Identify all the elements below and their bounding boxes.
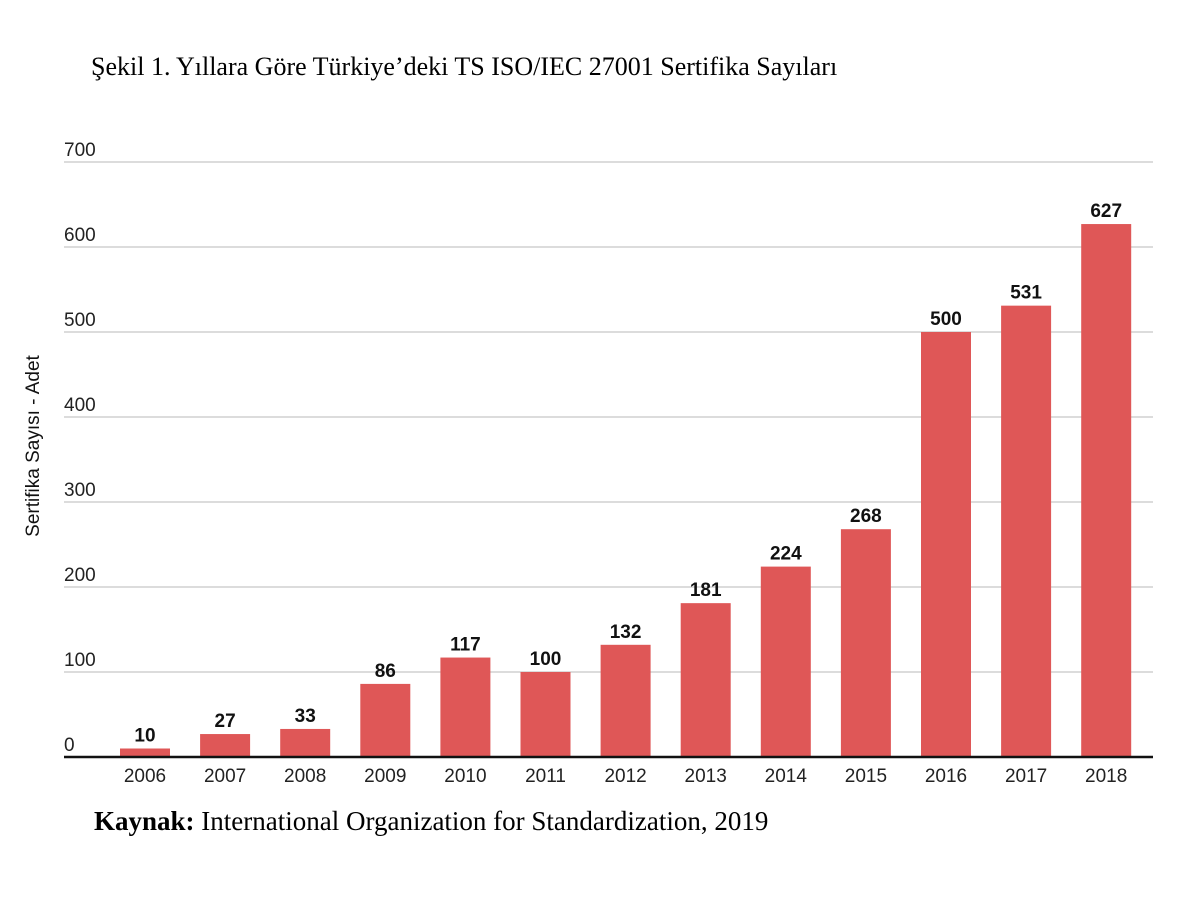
- bar: [760, 566, 811, 757]
- source-label: Kaynak:: [94, 806, 195, 836]
- y-tick-label: 600: [64, 225, 96, 246]
- y-axis-label: Sertifika Sayısı - Adet: [23, 354, 44, 536]
- x-tick-label: 2007: [204, 766, 246, 787]
- data-label: 531: [1010, 283, 1042, 304]
- x-tick-label: 2010: [444, 766, 486, 787]
- x-tick-label: 2014: [765, 766, 808, 787]
- bar-chart: 0 100 200 300 400 500 600 700 10 27 33 86 117 100 132…: [23, 140, 1153, 787]
- figure-caption: Şekil 1. Yıllara Göre Türkiye’deki TS IS…: [91, 52, 838, 81]
- bar: [120, 748, 170, 757]
- y-tick-label: 0: [64, 735, 75, 756]
- data-label: 268: [850, 506, 882, 527]
- data-label: 10: [134, 726, 155, 747]
- y-tick-label: 500: [64, 310, 96, 331]
- bar: [921, 332, 971, 757]
- bar: [440, 657, 491, 757]
- data-label: 627: [1090, 201, 1122, 222]
- x-tick-label: 2015: [845, 766, 887, 787]
- bar: [600, 644, 651, 757]
- data-label: 224: [770, 544, 802, 565]
- y-tick-label: 200: [64, 565, 96, 586]
- x-tick-label: 2018: [1085, 766, 1127, 787]
- bar: [360, 683, 411, 757]
- y-tick-label: 100: [64, 650, 96, 671]
- x-tick-label: 2013: [685, 766, 727, 787]
- bar: [200, 734, 251, 757]
- bar: [680, 603, 731, 757]
- gridlines: [64, 161, 1153, 673]
- y-tick-label: 300: [64, 480, 96, 501]
- bar: [1081, 224, 1132, 758]
- x-tick-label: 2006: [124, 766, 166, 787]
- data-label: 33: [295, 706, 316, 727]
- data-label: 500: [930, 309, 962, 330]
- y-tick-label: 700: [64, 140, 96, 161]
- x-tick-label: 2009: [364, 766, 406, 787]
- x-tick-label: 2017: [1005, 766, 1047, 787]
- data-label: 117: [450, 635, 481, 656]
- x-tick-label: 2012: [604, 766, 646, 787]
- data-label: 100: [530, 649, 562, 670]
- x-axis-ticks: 2006 2007 2008 2009 2010 2011 2012 2013 2014 2015…: [124, 766, 1127, 787]
- data-label: 181: [690, 580, 722, 601]
- data-labels: 10 27 33 86 117 100 132 181 224 268 500 531 627: [134, 201, 1122, 746]
- data-label: 86: [375, 661, 396, 682]
- x-tick-label: 2011: [525, 766, 566, 787]
- bars: [120, 224, 1132, 758]
- data-label: 132: [610, 622, 642, 643]
- y-tick-label: 400: [64, 395, 96, 416]
- bar: [1001, 305, 1052, 757]
- bar: [280, 728, 331, 757]
- bar: [840, 529, 891, 757]
- x-tick-label: 2016: [925, 766, 967, 787]
- source-note: Kaynak: International Organization for S…: [94, 806, 768, 837]
- data-label: 27: [215, 711, 236, 732]
- x-tick-label: 2008: [284, 766, 326, 787]
- bar: [520, 672, 571, 757]
- source-text: International Organization for Standardi…: [194, 806, 769, 836]
- y-axis-ticks: 0 100 200 300 400 500 600 700: [64, 140, 96, 756]
